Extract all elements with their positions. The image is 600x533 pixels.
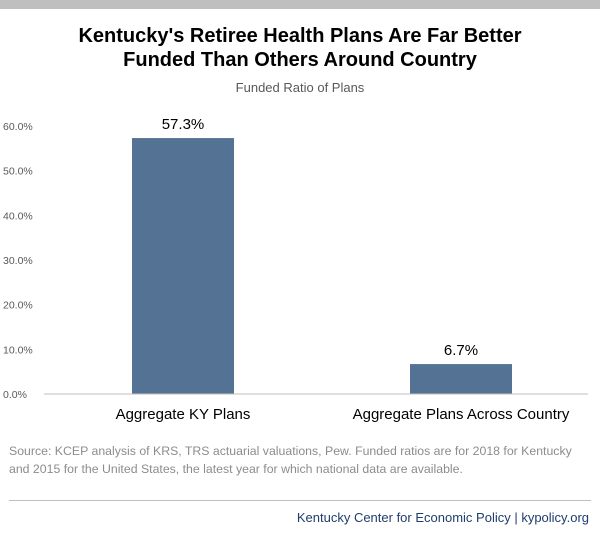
top-accent-bar bbox=[0, 0, 600, 9]
y-tick-label: 30.0% bbox=[3, 255, 33, 267]
bar bbox=[132, 138, 234, 394]
chart-title-line-1: Kentucky's Retiree Health Plans Are Far … bbox=[78, 25, 522, 47]
y-tick-label: 10.0% bbox=[3, 344, 33, 356]
footer-divider bbox=[9, 500, 591, 501]
footer-credit: Kentucky Center for Economic Policy | ky… bbox=[296, 510, 589, 525]
y-tick-label: 0.0% bbox=[3, 389, 27, 401]
x-category-label: Aggregate KY Plans bbox=[116, 406, 251, 423]
x-category-label: Aggregate Plans Across Country bbox=[353, 406, 570, 423]
bar bbox=[410, 364, 512, 394]
bar-chart: 0.0% 10.0% 20.0% 30.0% 40.0% 50.0% 60.0% 57.3% A… bbox=[3, 116, 588, 423]
y-tick-label: 40.0% bbox=[3, 210, 33, 222]
data-label: 57.3% bbox=[162, 116, 205, 133]
y-tick-label: 50.0% bbox=[3, 166, 33, 178]
data-label: 6.7% bbox=[444, 342, 478, 359]
y-tick-label: 20.0% bbox=[3, 300, 33, 312]
chart-title-line-2: Funded Than Others Around Country bbox=[123, 49, 477, 71]
source-note: Source: KCEP analysis of KRS, TRS actuar… bbox=[9, 444, 572, 476]
chart-title: Kentucky's Retiree Health Plans Are Far … bbox=[0, 24, 600, 72]
y-tick-label: 60.0% bbox=[3, 121, 33, 133]
chart-subtitle: Funded Ratio of Plans bbox=[235, 80, 365, 95]
